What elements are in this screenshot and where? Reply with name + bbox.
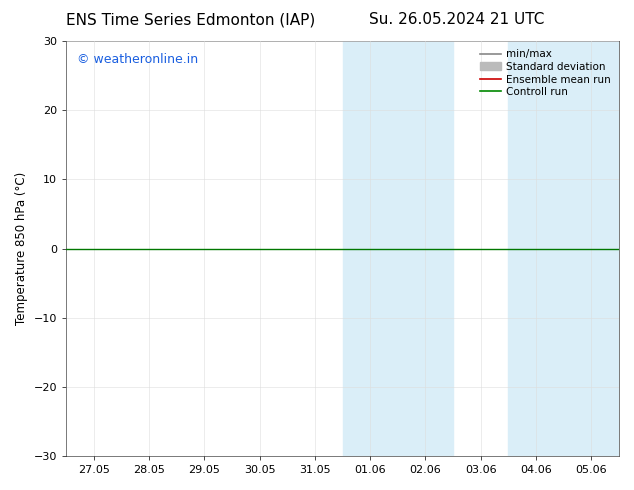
Text: ENS Time Series Edmonton (IAP): ENS Time Series Edmonton (IAP) — [65, 12, 315, 27]
Y-axis label: Temperature 850 hPa (°C): Temperature 850 hPa (°C) — [15, 172, 28, 325]
Legend: min/max, Standard deviation, Ensemble mean run, Controll run: min/max, Standard deviation, Ensemble me… — [477, 46, 614, 100]
Text: Su. 26.05.2024 21 UTC: Su. 26.05.2024 21 UTC — [369, 12, 544, 27]
Bar — [342, 41, 398, 456]
Bar — [564, 41, 619, 456]
Text: © weatheronline.in: © weatheronline.in — [77, 53, 198, 67]
Bar — [508, 41, 564, 456]
Bar — [398, 41, 453, 456]
